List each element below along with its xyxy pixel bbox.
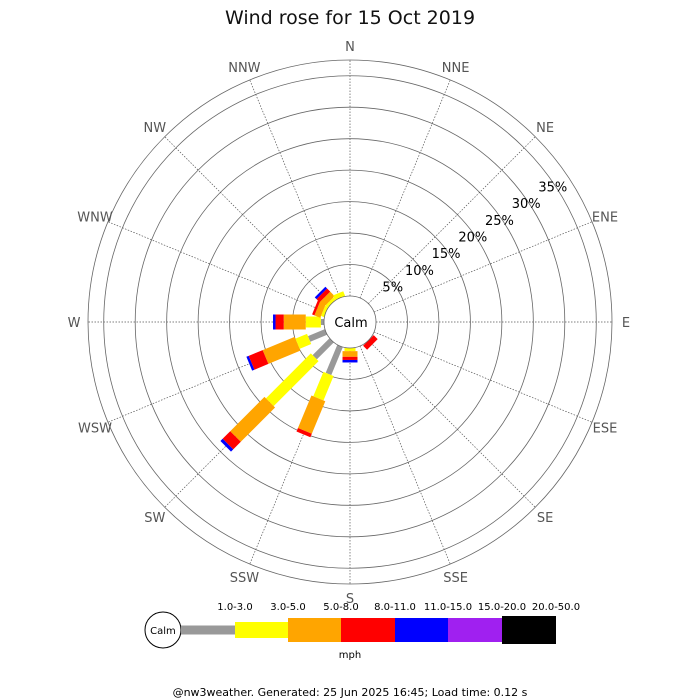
bar-wnw-3.0-5.0 [320, 305, 329, 318]
ring-outer [87, 59, 613, 585]
ring-label-15: 15% [432, 247, 461, 262]
ring-label-30: 30% [512, 197, 541, 212]
ring-label-25: 25% [485, 214, 514, 229]
ring-20 [197, 169, 503, 475]
ring-label-5: 5% [382, 281, 403, 296]
direction-label-e: E [622, 316, 630, 331]
legend-swatch-1.0-3.0 [181, 625, 235, 635]
spoke-se [368, 340, 536, 508]
direction-label-sse: SSE [443, 571, 468, 586]
bar-sw-8.0-11.0 [222, 431, 241, 450]
legend-label-1.0-3.0: 1.0-3.0 [217, 602, 252, 613]
direction-label-ene: ENE [592, 210, 618, 225]
direction-label-wsw: WSW [78, 422, 112, 437]
direction-label-nw: NW [144, 121, 167, 136]
legend-calm-label: Calm [150, 626, 176, 637]
bar-nw-5.0-8.0 [319, 291, 335, 307]
direction-label-ese: ESE [593, 422, 618, 437]
bar-ssw-5.0-8.0 [297, 395, 326, 434]
spoke-nnw [249, 79, 341, 299]
direction-label-s: S [346, 592, 354, 607]
legend-label-11.0-15.0: 11.0-15.0 [424, 602, 472, 613]
spoke-wnw [107, 221, 327, 313]
direction-label-wnw: WNW [77, 210, 113, 225]
bar-wsw-11.0-15.0 [246, 355, 255, 371]
ring-label-35: 35% [538, 180, 567, 195]
bar-w-3.0-5.0 [305, 316, 321, 328]
bar-sw-11.0-15.0 [220, 438, 234, 452]
legend-swatch-5.0-8.0 [288, 618, 341, 642]
calm-label: Calm [334, 316, 367, 331]
bar-nw-3.0-5.0 [325, 297, 336, 308]
bar-ssw-1.0-3.0 [325, 344, 343, 376]
spoke-nne [359, 79, 451, 299]
bar-ssw-8.0-11.0 [296, 428, 312, 438]
bar-wsw-1.0-3.0 [307, 329, 328, 342]
bar-wsw-5.0-8.0 [262, 336, 301, 364]
calm-circle: Calm [323, 295, 377, 349]
legend-label-20.0-50.0: 20.0-50.0 [532, 602, 580, 613]
bar-sw-1.0-3.0 [312, 338, 334, 360]
bar-s-3.0-5.0 [344, 348, 356, 352]
ring-label-20: 20% [458, 231, 487, 246]
legend-label-8.0-11.0: 8.0-11.0 [374, 602, 416, 613]
direction-labels: N NNE NE ENE E ESE SE SSE S SSW SW WSW W WNW NW NNW [68, 40, 631, 607]
bar-wnw-8.0-11.0 [312, 300, 321, 316]
bar-wsw-8.0-11.0 [248, 350, 269, 370]
direction-label-nnw: NNW [228, 61, 260, 76]
spoke-nw [164, 136, 332, 304]
bar-w-8.0-11.0 [275, 314, 284, 330]
bar-w-5.0-8.0 [283, 314, 306, 330]
bar-sw-3.0-5.0 [265, 353, 319, 407]
wind-bars [220, 286, 378, 452]
direction-label-nne: NNE [442, 61, 470, 76]
direction-label-ssw: SSW [230, 571, 260, 586]
direction-label-ne: NE [536, 121, 554, 136]
bar-w-11.0-15.0 [273, 314, 276, 330]
legend-label-3.0-5.0: 3.0-5.0 [270, 602, 305, 613]
legend-label-5.0-8.0: 5.0-8.0 [323, 602, 358, 613]
legend-swatch-20.0-50.0 [502, 616, 556, 644]
bar-s-11.0-15.0 [342, 359, 358, 363]
bar-s-5.0-8.0 [342, 351, 358, 357]
ring-30 [134, 106, 566, 538]
bar-wsw-3.0-5.0 [295, 333, 312, 349]
legend-label-15.0-20.0: 15.0-20.0 [478, 602, 526, 613]
legend-swatch-15.0-20.0 [448, 618, 502, 642]
ring-label-10: 10% [405, 264, 434, 279]
direction-label-n: N [345, 40, 355, 55]
spoke-ene [373, 221, 593, 313]
legend-swatch-8.0-11.0 [341, 618, 395, 642]
direction-label-se: SE [537, 511, 553, 526]
spoke-sse [359, 345, 451, 565]
bar-nnw-3.0-5.0 [333, 291, 346, 301]
direction-label-w: W [68, 316, 81, 331]
bar-sw-5.0-8.0 [230, 396, 276, 442]
bar-s-8.0-11.0 [342, 356, 358, 360]
spoke-ese [373, 331, 593, 423]
spoke-ne [368, 136, 536, 304]
ring-10 [260, 232, 440, 412]
bar-se-8.0-11.0 [363, 335, 378, 350]
legend-swatch-3.0-5.0 [235, 622, 288, 638]
bar-w-1.0-3.0 [320, 319, 324, 325]
bar-ssw-3.0-5.0 [313, 371, 334, 401]
legend-swatch-11.0-15.0 [395, 618, 448, 642]
bar-nw-8.0-11.0 [316, 288, 331, 303]
legend-unit-label: mph [339, 650, 361, 661]
chart-title: Wind rose for 15 Oct 2019 [225, 7, 475, 29]
bar-nw-11.0-15.0 [314, 286, 328, 300]
legend: Calm mph 1.0-3.0 3.0-5.0 5.0-8.0 8.0-11.0 11… [144, 602, 580, 661]
footer-text: @nw3weather. Generated: 25 Jun 2025 16:4… [173, 686, 528, 699]
direction-label-sw: SW [144, 511, 165, 526]
ring-labels: 5%10% 15%20% 25% 30% 35% [382, 180, 567, 295]
